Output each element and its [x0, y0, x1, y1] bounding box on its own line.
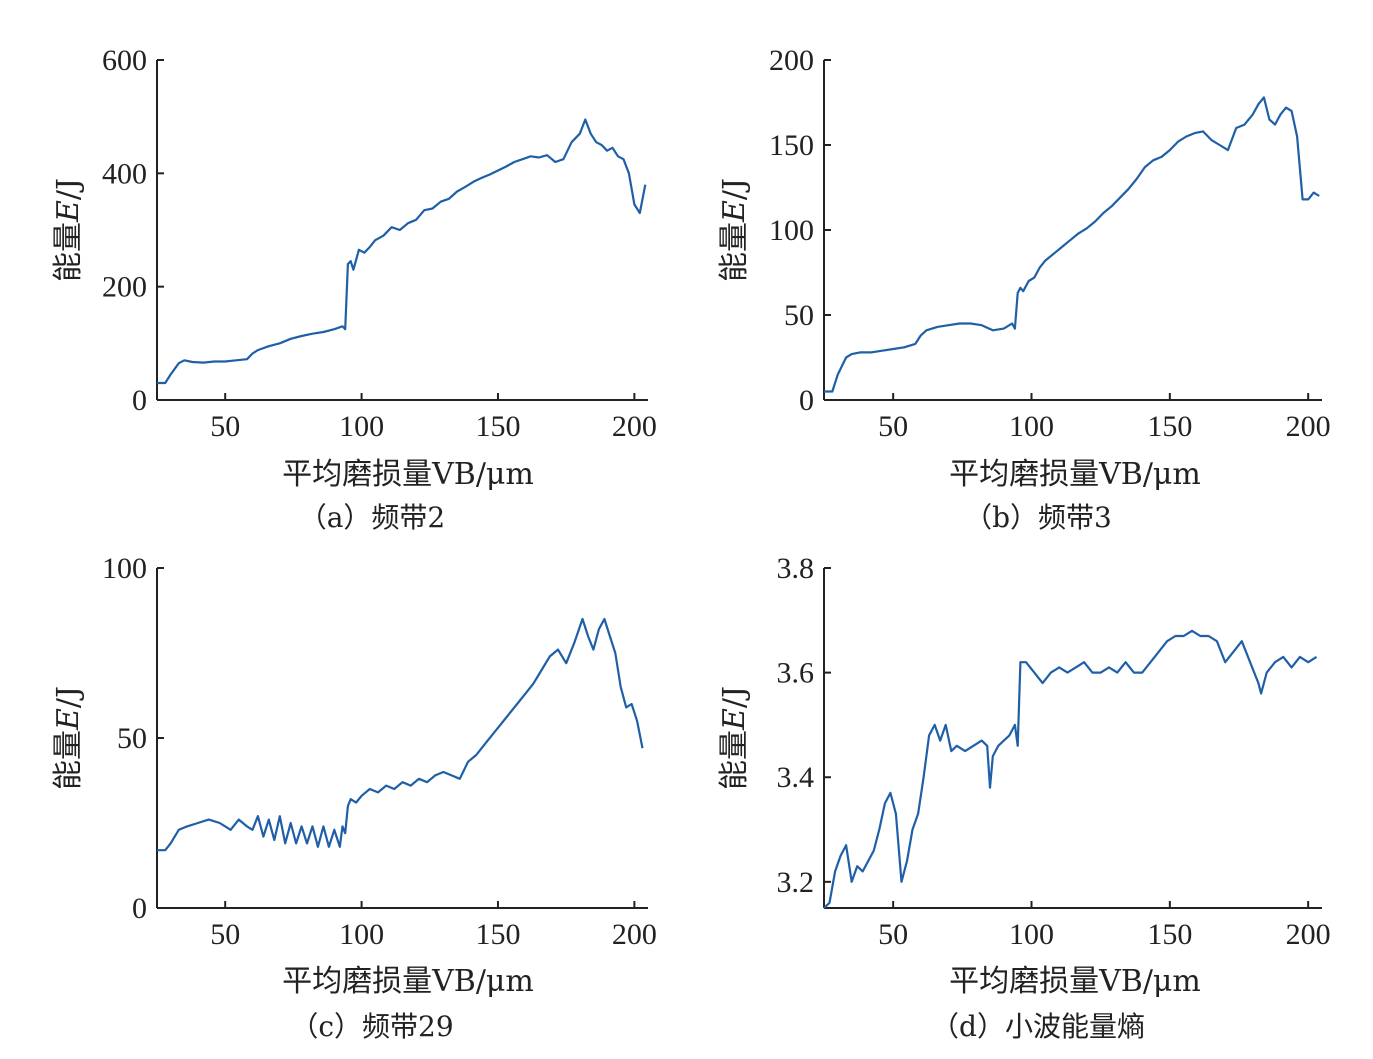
tick-group: 50 100 150 200 0 200 400 600 [102, 44, 657, 443]
x-tick-label: 150 [1147, 918, 1192, 951]
x-tick-label: 50 [878, 410, 908, 443]
y-tick-label: 0 [799, 384, 814, 417]
x-tick-label: 150 [475, 410, 520, 443]
x-axis-label: 平均磨损量VB/μm [282, 457, 534, 492]
x-axis-label: 平均磨损量VB/μm [949, 457, 1201, 492]
y-tick-label: 150 [769, 129, 814, 162]
y-tick-label: 200 [102, 271, 147, 304]
x-axis-label: 平均磨损量VB/μm [949, 964, 1201, 999]
x-tick-label: 100 [1009, 410, 1054, 443]
y-axis-label: 能量E/J [51, 178, 86, 282]
tick-group: 50 100 150 200 3.2 3.4 3.6 3.8 [777, 552, 1331, 951]
x-tick-label: 100 [339, 918, 384, 951]
y-tick-label: 3.8 [777, 552, 815, 585]
y-tick-label: 100 [769, 214, 814, 247]
y-tick-label: 100 [102, 552, 147, 585]
tick-group: 50 100 150 200 0 50 100 [102, 552, 657, 951]
x-tick-label: 200 [612, 918, 657, 951]
y-tick-label: 50 [784, 299, 814, 332]
y-axis-label: 能量E/J [51, 686, 86, 790]
x-tick-label: 200 [1286, 410, 1331, 443]
y-tick-label: 200 [769, 44, 814, 77]
x-tick-label: 100 [1009, 918, 1054, 951]
panel-caption: （c）频带29 [290, 1010, 453, 1043]
y-tick-label: 3.4 [777, 761, 815, 794]
panel-b: 50 100 150 200 0 50 100 150 200 平均磨损量VB/μm 能量E/J… [717, 44, 1331, 534]
panel-caption: （a）频带2 [299, 501, 446, 534]
panel-d: 50 100 150 200 3.2 3.4 3.6 3.8 平均磨损量VB/μm 能量E/J… [717, 552, 1331, 1043]
x-tick-label: 50 [210, 918, 240, 951]
tick-group: 50 100 150 200 0 50 100 150 200 [769, 44, 1331, 443]
x-tick-label: 100 [339, 410, 384, 443]
y-axis-label: 能量E/J [717, 686, 752, 790]
series-line [157, 617, 644, 852]
panel-c: 50 100 150 200 0 50 100 平均磨损量VB/μm 能量E/J （c）频带… [51, 552, 657, 1043]
y-tick-label: 400 [102, 157, 147, 190]
series-line [824, 96, 1320, 393]
panel-a: 50 100 150 200 0 200 400 600 平均磨损量VB/μm 能量E/J （… [51, 44, 657, 534]
x-axis-label: 平均磨损量VB/μm [282, 964, 534, 999]
x-tick-label: 150 [475, 918, 520, 951]
x-tick-label: 200 [1286, 918, 1331, 951]
y-tick-label: 50 [117, 722, 147, 755]
series-line [157, 118, 647, 385]
y-tick-label: 0 [132, 892, 147, 925]
panel-caption: （d）小波能量熵 [931, 1010, 1145, 1043]
y-tick-label: 3.6 [777, 657, 815, 690]
x-tick-label: 50 [878, 918, 908, 951]
series-line [823, 629, 1318, 909]
y-tick-label: 0 [132, 384, 147, 417]
y-tick-label: 3.2 [777, 866, 815, 899]
x-tick-label: 200 [612, 410, 657, 443]
panel-caption: （b）频带3 [964, 501, 1112, 534]
y-tick-label: 600 [102, 44, 147, 77]
y-axis-label: 能量E/J [717, 178, 752, 282]
x-tick-label: 50 [210, 410, 240, 443]
x-tick-label: 150 [1147, 410, 1192, 443]
